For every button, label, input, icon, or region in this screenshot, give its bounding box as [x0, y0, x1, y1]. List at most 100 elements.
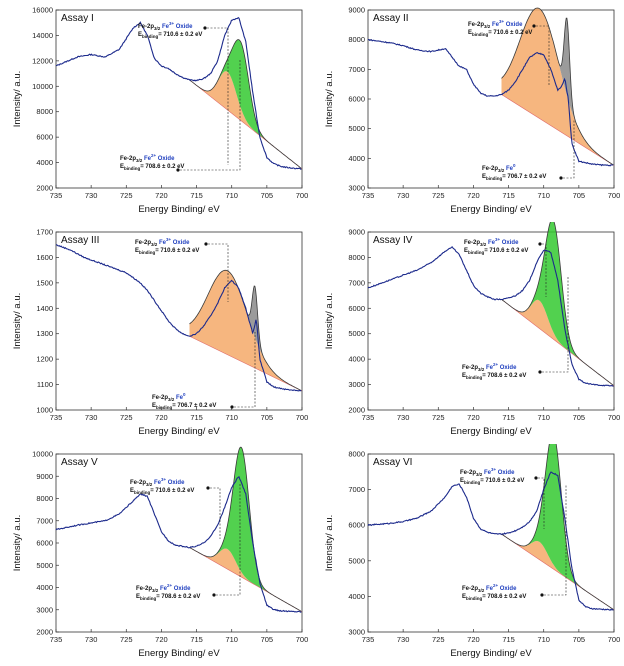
x-tick-label: 705	[573, 191, 586, 200]
x-tick-label: 705	[261, 191, 274, 200]
annotation-dot	[230, 405, 234, 409]
annotation-line-1: Fe-2p3/2 Fe3+ Oxide	[460, 467, 515, 477]
x-tick-label: 700	[608, 413, 621, 422]
annotation-leader	[544, 484, 567, 596]
y-tick-label: 12000	[32, 56, 53, 65]
y-tick-label: 1400	[36, 304, 53, 313]
annotation-sup: 2+	[151, 153, 157, 158]
assay-label: Assay IV	[373, 235, 413, 246]
y-tick-label: 6000	[36, 133, 53, 142]
annotation-sup: 3+	[499, 19, 505, 24]
annotation-ion: Fe	[174, 395, 183, 401]
component-peak-1	[189, 71, 302, 169]
annotation-sup: 3+	[161, 477, 167, 482]
x-tick-label: 720	[155, 413, 168, 422]
annotation-dot	[206, 486, 210, 490]
annotation-sub: 3/2	[484, 24, 491, 29]
annotation-value: = 706.7 ± 0.2 eV	[172, 403, 216, 409]
annotation-dot	[532, 24, 536, 28]
x-tick-label: 705	[573, 413, 586, 422]
x-tick-label: 725	[120, 413, 133, 422]
y-tick-label: 8000	[348, 35, 365, 44]
component-peak-1	[189, 270, 302, 391]
annotation-value: = 710.6 ± 0.2 eV	[158, 32, 202, 38]
annotation-suffix: Oxide	[496, 470, 515, 476]
assay-label: Assay II	[373, 13, 409, 24]
annotation-suffix: Oxide	[156, 156, 175, 162]
x-tick-label: 720	[467, 635, 480, 644]
x-tick-label: 735	[50, 191, 63, 200]
x-tick-label: 710	[537, 191, 550, 200]
annotation-sup: 0	[183, 392, 186, 397]
annotation-eb: E	[135, 248, 139, 254]
y-tick-label: 1600	[36, 253, 53, 262]
annotation-dot	[538, 242, 542, 246]
assay-label: Assay V	[61, 457, 98, 468]
y-axis-title: Intensity/ a.u.	[12, 71, 23, 128]
plot-frame	[55, 9, 303, 189]
y-tick-label: 3000	[348, 628, 365, 637]
spectrum-line	[368, 39, 614, 167]
annotation-eb: E	[468, 30, 472, 36]
background-line	[189, 335, 303, 392]
annotation-ebsub: binding	[134, 490, 150, 495]
annotation-suffix: Oxide	[498, 365, 517, 371]
x-tick-label: 725	[120, 635, 133, 644]
annotation-sub: 3/2	[152, 588, 159, 593]
annotation-sub: 3/2	[146, 482, 153, 487]
spectrum-line	[55, 475, 302, 613]
annotation-sub: 3/2	[154, 26, 161, 31]
plot-frame	[367, 231, 615, 411]
annotation-leader	[210, 487, 221, 539]
component-peak-1	[501, 8, 614, 165]
y-tick-label: 3000	[348, 380, 365, 389]
y-tick-label: 2000	[36, 628, 53, 637]
annotation-ebsub: binding	[156, 405, 172, 410]
annotation-suffix: Oxide	[174, 24, 193, 30]
y-tick-label: 4000	[348, 592, 365, 601]
annotation-line-1: Fe-2p3/2 Fe3+ Oxide	[135, 237, 190, 247]
x-tick-label: 705	[261, 635, 274, 644]
x-axis-title: Energy Binding/ eV	[138, 426, 220, 437]
annotation-ion: Fe	[486, 240, 495, 246]
y-tick-label: 1000	[36, 406, 53, 415]
fit-envelope	[501, 444, 614, 610]
x-tick-label: 735	[362, 635, 375, 644]
panel-assay-i: 735 730 725 720 715 710 705 700 2000 4000 6000 8000…	[0, 0, 312, 222]
y-tick-label: 6000	[36, 539, 53, 548]
y-tick-label: 9000	[36, 472, 53, 481]
annotation-dot	[212, 593, 216, 597]
y-tick-label: 7000	[348, 65, 365, 74]
x-tick-label: 730	[85, 191, 98, 200]
y-tick-label: 4000	[36, 158, 53, 167]
chart-svg: 735 730 725 720 715 710 705 700 3000 4000 5000 6000…	[324, 6, 620, 216]
annotation-sub: 3/2	[478, 367, 485, 372]
spectrum-line	[367, 246, 614, 387]
annotation-label: Fe-2p	[482, 166, 498, 172]
x-axis-title: Energy Binding/ eV	[138, 648, 220, 659]
annotation-value: = 710.6 ± 0.2 eV	[484, 248, 528, 254]
y-tick-label: 10000	[32, 450, 53, 459]
y-tick-label: 1700	[36, 228, 53, 237]
annotation-value: = 710.6 ± 0.2 eV	[480, 478, 524, 484]
panel-assay-iv: 735 730 725 720 715 710 705 700 2000 3000 4000 5000…	[312, 222, 624, 444]
x-tick-label: 710	[225, 635, 238, 644]
annotation-sup: 2+	[167, 583, 173, 588]
annotation-dot	[540, 593, 544, 597]
y-tick-label: 8000	[348, 253, 365, 262]
annotation-label: Fe-2p	[136, 586, 152, 592]
x-tick-label: 725	[120, 191, 133, 200]
annotation-ion: Fe	[490, 22, 499, 28]
y-tick-label: 4000	[36, 583, 53, 592]
y-tick-label: 3000	[348, 184, 365, 193]
plot-frame	[55, 453, 303, 633]
x-tick-label: 730	[397, 635, 410, 644]
annotation-line-1: Fe-2p3/2 Fe3+ Oxide	[468, 19, 523, 29]
background-line	[501, 94, 615, 166]
annotation-eb: E	[138, 32, 142, 38]
